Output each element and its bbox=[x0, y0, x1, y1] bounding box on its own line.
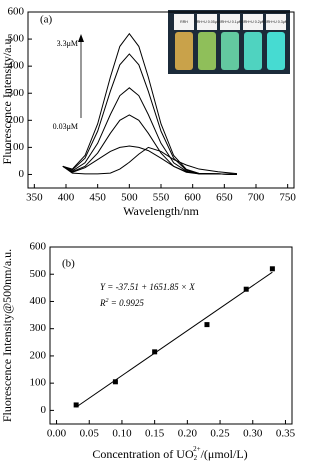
spectrum-line bbox=[62, 146, 238, 175]
data-point bbox=[152, 349, 158, 355]
spectrum-line bbox=[62, 145, 238, 175]
y-tick-label: 600 bbox=[30, 241, 47, 253]
x-tick-label: 0.05 bbox=[80, 428, 100, 440]
y-tick-label: 100 bbox=[8, 141, 25, 153]
r-squared: R2 = 0.9925 bbox=[99, 298, 144, 308]
data-point bbox=[204, 322, 210, 328]
panel-label: (b) bbox=[62, 258, 75, 270]
inset-label: RRH+U 0.3μM bbox=[264, 20, 288, 24]
x-axis-title: Wavelength/nm bbox=[123, 204, 199, 218]
x-tick-label: 450 bbox=[89, 192, 106, 204]
r-squared-part: = 0.9925 bbox=[109, 298, 145, 308]
y-tick-label: 300 bbox=[30, 322, 47, 334]
y-tick-label: 100 bbox=[30, 377, 47, 389]
x-tick-label: 0.30 bbox=[243, 428, 263, 440]
annotation: 0.03μM bbox=[53, 122, 78, 131]
y-tick-label: 400 bbox=[8, 60, 25, 72]
data-point bbox=[73, 402, 79, 408]
inset-label: RRH+U 0.05μM bbox=[194, 20, 220, 24]
y-axis-title: Fluorescence Intensity/a.u. bbox=[0, 36, 14, 165]
y-tick-label: 400 bbox=[30, 295, 47, 307]
x-tick-label: 0.20 bbox=[178, 428, 198, 440]
equation: Y = -37.51 + 1651.85 × X bbox=[100, 282, 195, 292]
panel-label: (a) bbox=[40, 14, 53, 26]
x-tick-label: 0.10 bbox=[112, 428, 132, 440]
y-tick-label: 200 bbox=[30, 349, 47, 361]
x-tick-label: 400 bbox=[58, 192, 75, 204]
y-tick-label: 0 bbox=[41, 404, 47, 416]
plot-frame bbox=[49, 246, 293, 425]
data-point bbox=[112, 379, 118, 385]
y-tick-label: 600 bbox=[8, 6, 25, 18]
x-tick-label: 600 bbox=[184, 192, 201, 204]
x-tick-label: 700 bbox=[248, 192, 265, 204]
y-tick-label: 200 bbox=[8, 114, 25, 126]
fit-line bbox=[75, 271, 273, 408]
x-tick-label: 750 bbox=[279, 192, 296, 204]
figure: (a) 3.3μM 0.03μM (b) Y = -37.51 + 1651.8… bbox=[0, 6, 296, 462]
x-tick-label: 0.35 bbox=[276, 428, 296, 440]
data-point bbox=[269, 266, 275, 272]
x-tick-label: 550 bbox=[153, 192, 170, 204]
spectrum-line bbox=[62, 53, 238, 175]
spectrum-line bbox=[62, 87, 238, 175]
inset-label: RRH+U 0.2μM bbox=[241, 20, 265, 24]
y-tick-label: 500 bbox=[30, 268, 47, 280]
r-squared-part: 2 bbox=[106, 298, 109, 304]
r-squared-part: R bbox=[99, 298, 106, 308]
x-tick-label: 500 bbox=[121, 192, 138, 204]
x-axis-title: Concentration of UO22+/(μmol/L) bbox=[92, 445, 247, 462]
x-axis-title-part: Concentration of UO bbox=[92, 447, 194, 461]
y-axis-title: Fluorescence Intensity@500nm/a.u. bbox=[0, 249, 14, 422]
y-tick-label: 500 bbox=[8, 33, 25, 45]
x-tick-label: 0.25 bbox=[210, 428, 230, 440]
inset-label: RRH+U 0.1μM bbox=[218, 20, 242, 24]
x-tick-label: 350 bbox=[26, 192, 43, 204]
x-axis-title-part: 2 bbox=[194, 454, 198, 462]
y-tick-label: 300 bbox=[8, 87, 25, 99]
data-point bbox=[243, 286, 249, 292]
x-tick-label: 0.00 bbox=[47, 428, 67, 440]
inset-label: RRH bbox=[180, 20, 188, 24]
x-axis-title-part: /(μmol/L) bbox=[201, 447, 248, 461]
arrow-head bbox=[78, 34, 84, 42]
annotation: 3.3μM bbox=[57, 39, 78, 48]
x-tick-label: 650 bbox=[216, 192, 233, 204]
x-tick-label: 0.15 bbox=[145, 428, 165, 440]
y-tick-label: 0 bbox=[19, 168, 25, 180]
inset-photo bbox=[168, 10, 290, 74]
x-axis-title-part: 2+ bbox=[193, 445, 201, 453]
